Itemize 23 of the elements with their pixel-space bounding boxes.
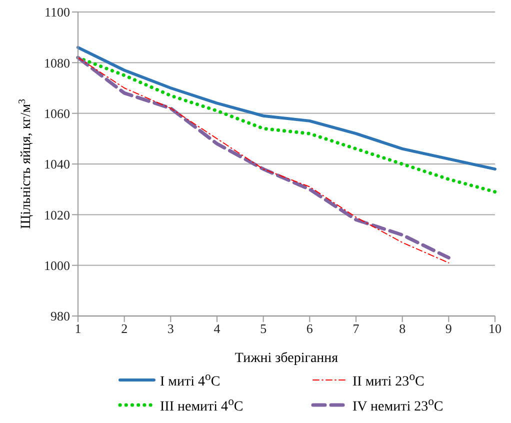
x-tick-label: 7: [352, 321, 360, 336]
x-tick-label: 6: [306, 321, 314, 336]
x-tick-label: 3: [167, 321, 174, 336]
y-tick-label: 980: [50, 308, 70, 324]
x-tick-label: 5: [260, 321, 267, 336]
legend-label: I миті 4$^{o}$C: [160, 370, 220, 391]
y-tick-label: 1020: [44, 207, 70, 222]
line-series: [76, 46, 496, 171]
y-tick-label: 1040: [44, 156, 70, 172]
x-tick-label: 4: [214, 321, 221, 336]
y-tick-label: 1060: [44, 106, 70, 121]
x-tick-label: 9: [445, 321, 452, 336]
y-tick-label: 1100: [44, 4, 70, 20]
x-axis-title: Тижні зберігання: [234, 351, 339, 366]
x-tick-label: 1: [74, 321, 82, 336]
y-tick-label: 1080: [44, 55, 70, 70]
legend-label: IV немиті 23$^{o}$C: [352, 394, 444, 416]
y-tick-label: 1000: [44, 258, 70, 273]
legend-label: II миті 23$^{o}$C: [352, 370, 424, 391]
legend-label: III немиті 4$^{o}$C: [160, 394, 244, 416]
x-tick-label: 10: [488, 321, 502, 336]
x-tick-label: 8: [399, 321, 406, 336]
x-tick-label: 2: [121, 321, 128, 336]
